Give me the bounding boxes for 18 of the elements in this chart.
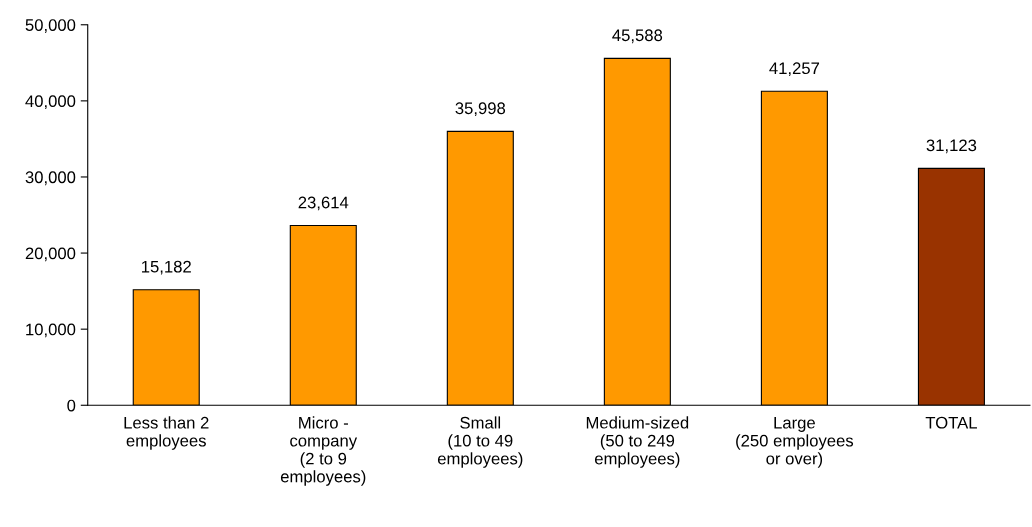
data-label: 23,614 — [298, 196, 349, 211]
y-tick-label: 0 — [67, 399, 76, 412]
y-tick-label: 10,000 — [26, 323, 76, 338]
x-tick-label: Large (250 employees or over) — [736, 416, 854, 468]
x-tick-label: Micro - company (2 to 9 employees) — [280, 416, 366, 486]
y-tick-label: 50,000 — [25, 19, 76, 33]
data-label: 45,588 — [612, 29, 663, 44]
y-tick-label: 40,000 — [25, 95, 76, 110]
data-label: 15,182 — [142, 260, 191, 275]
data-label: 41,257 — [769, 62, 820, 77]
x-tick-label: Medium-sized (50 to 249 employees) — [586, 416, 689, 468]
x-tick-label: Less than 2 employees — [124, 416, 209, 450]
y-tick-label: 30,000 — [25, 171, 76, 186]
x-tick-label: TOTAL — [925, 416, 977, 429]
data-label: 31,123 — [926, 139, 977, 154]
x-tick-label: Small (10 to 49 employees) — [437, 416, 523, 468]
y-tick-label: 20,000 — [25, 247, 76, 262]
data-label: 35,998 — [455, 102, 506, 117]
